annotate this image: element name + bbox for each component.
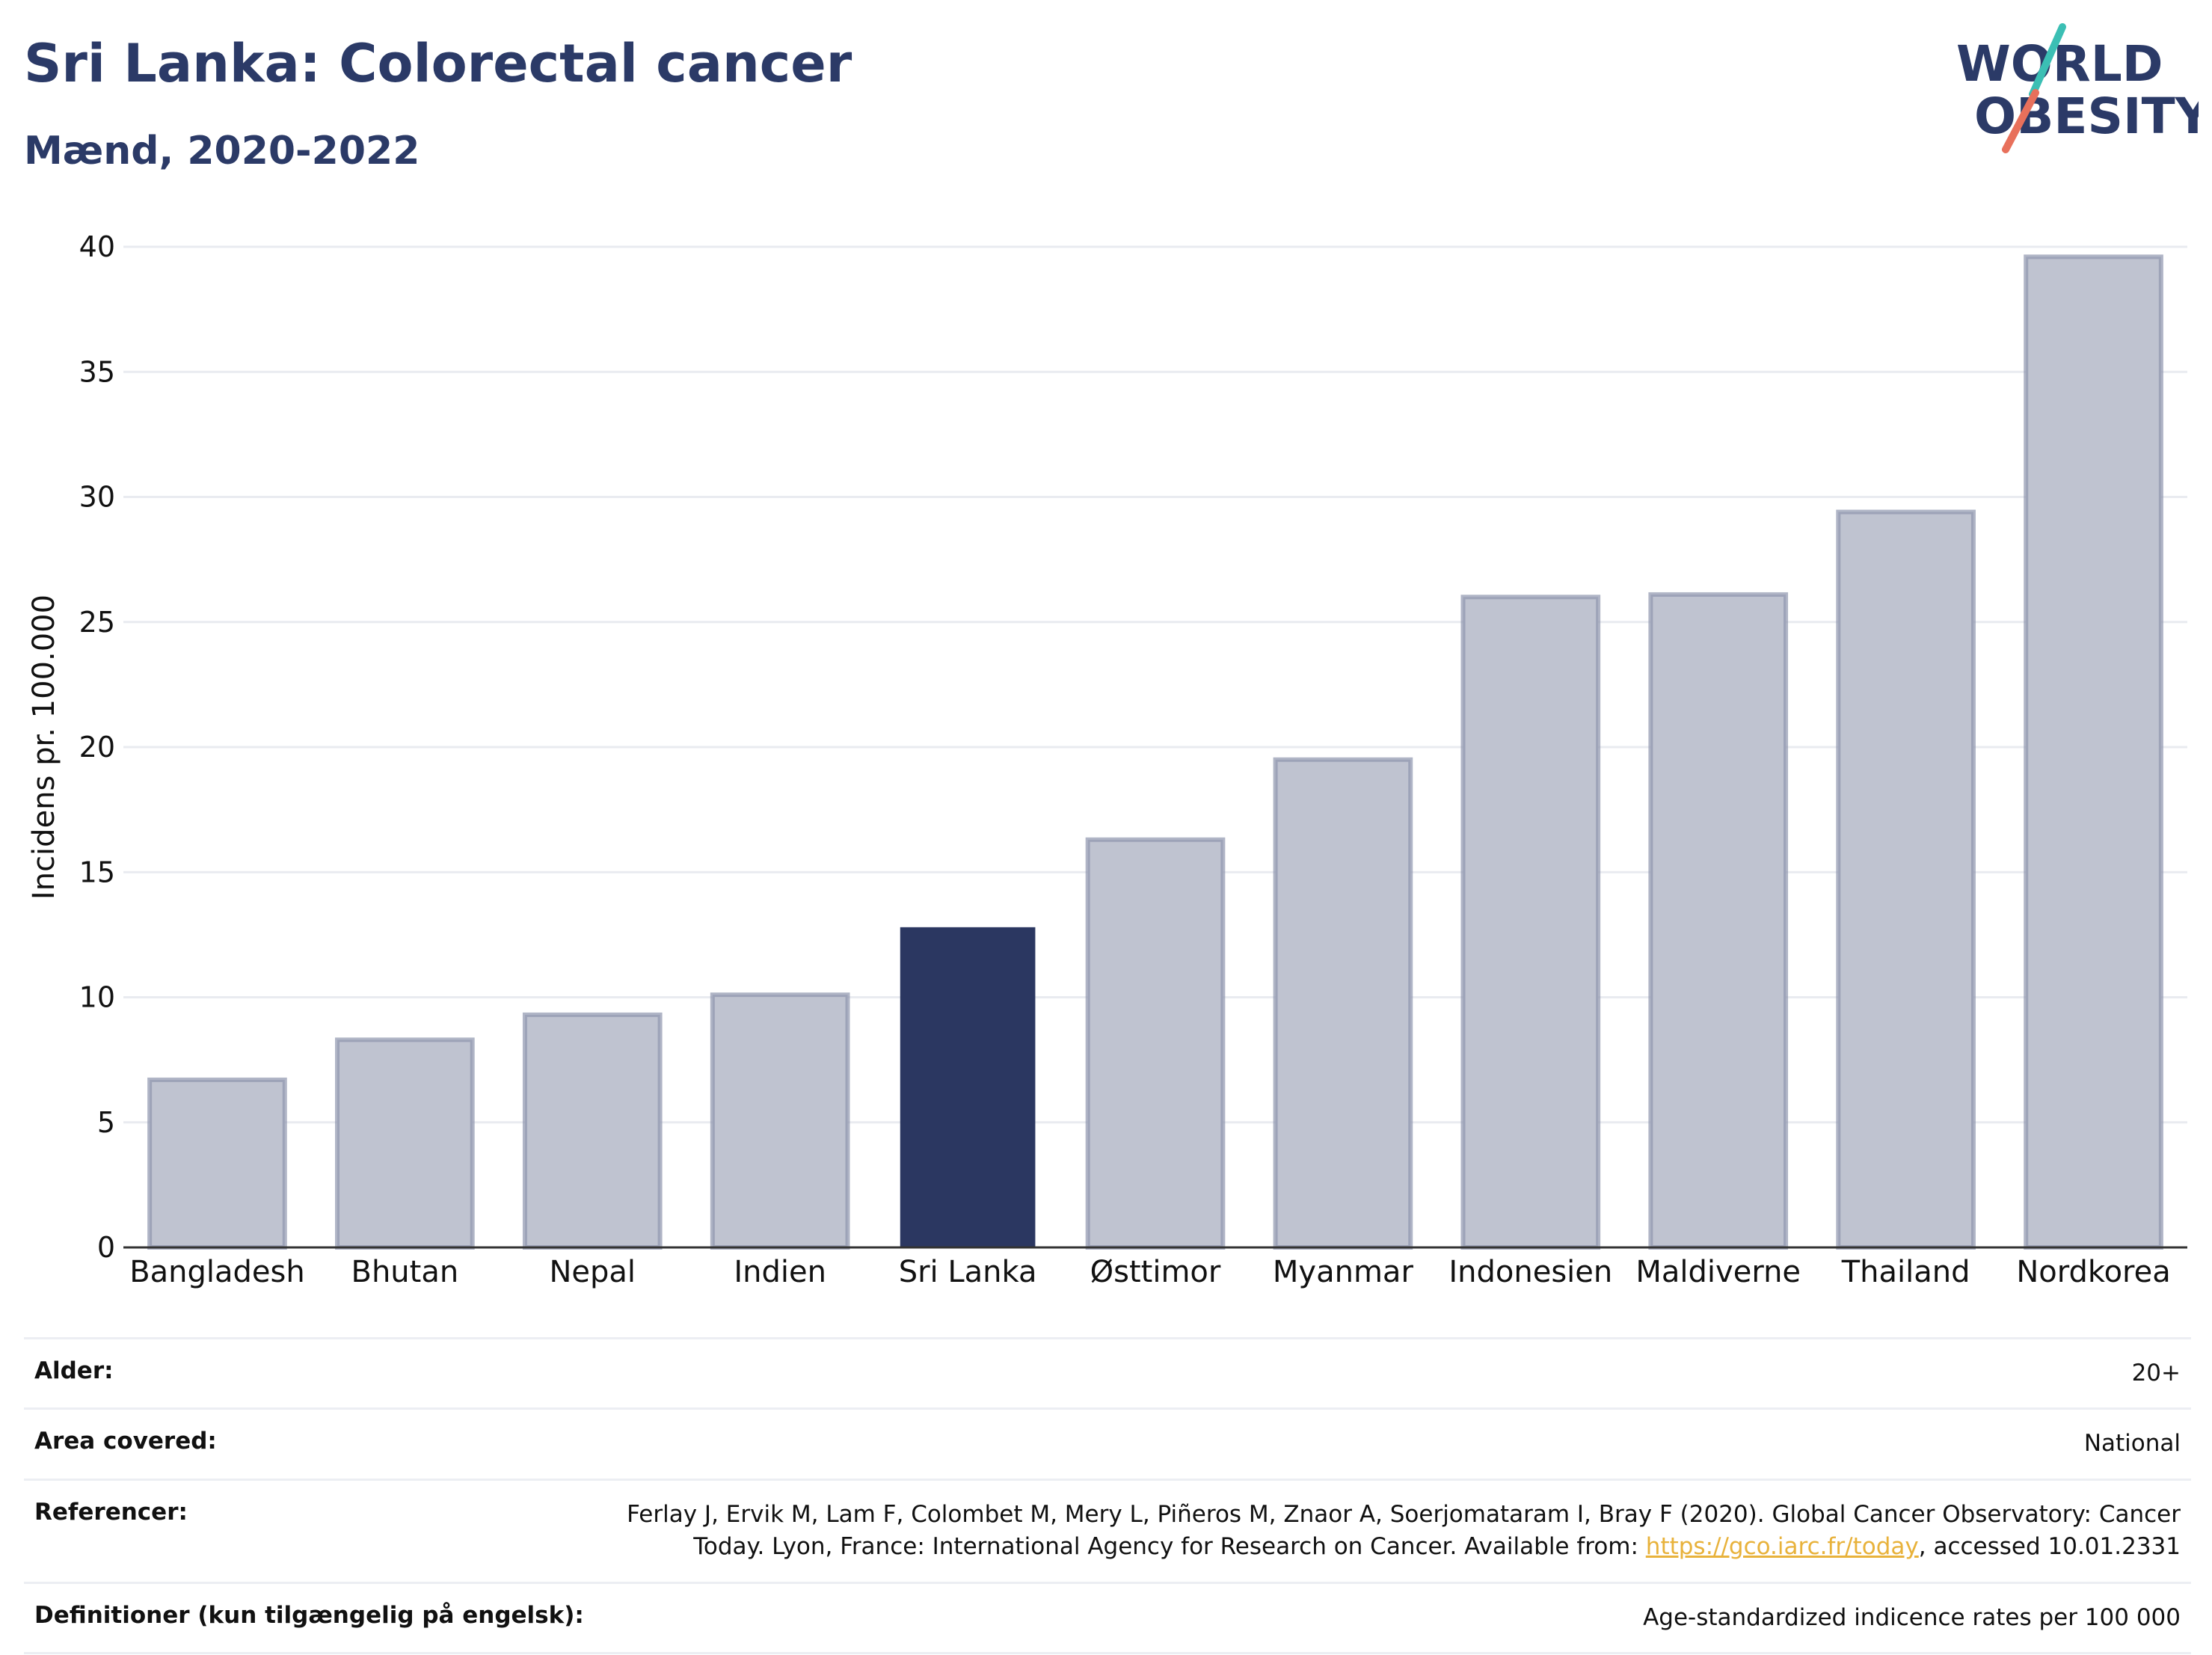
x-tick-label: Bhutan [351,1255,459,1289]
info-value-area: National [2083,1430,2181,1458]
y-tick-label: 20 [79,731,115,764]
y-tick-label: 15 [79,856,115,888]
bar-nordkorea [2024,254,2163,1250]
y-tick-label: 10 [79,981,115,1014]
bars [147,254,2163,1250]
info-row-definitions: Definitioner (kun tilgængelig på engelsk… [24,1581,2191,1654]
bar-bangladesh [147,1077,287,1250]
reference-line-2-post: , accessed 10.01.2331 [1918,1533,2181,1561]
x-tick-label: Nordkorea [2016,1255,2170,1289]
x-tick-label: Bangladesh [129,1255,305,1289]
world-obesity-logo: WORLD OBESITY [1956,23,2199,153]
x-tick-label: Østtimor [1090,1255,1221,1289]
bar-chart: 0 5 10 15 20 25 30 35 40 Bangladesh Bhutan Nepal In… [27,230,2187,1289]
x-tick-label: Nepal [549,1255,636,1289]
reference-line-2-pre: Today. Lyon, France: International Agenc… [693,1533,1646,1561]
logo-accent-coral [2002,89,2039,153]
x-tick-label: Maldiverne [1635,1255,1801,1289]
info-value-references: Ferlay J, Ervik M, Lam F, Colombet M, Me… [627,1499,2181,1564]
info-value-definitions: Age-standardized indicence rates per 100… [1643,1603,2181,1631]
y-tick-label: 40 [79,230,115,263]
bar-maldiverne [1648,592,1789,1250]
info-row-area: Area covered: National [24,1407,2191,1478]
chart-title: Sri Lanka: Colorectal cancer [24,33,852,94]
bar-nepal [522,1012,663,1250]
y-axis-label: Incidens pr. 100.000 [27,595,61,900]
chart-subtitle: Mænd, 2020-2022 [24,129,420,174]
x-tick-label: Myanmar [1273,1255,1414,1289]
bar-bhutan [335,1037,475,1250]
info-label-age: Alder: [34,1357,114,1384]
info-row-references: Referencer: Ferlay J, Ervik M, Lam F, Co… [24,1478,2191,1582]
y-tick-label: 30 [79,481,115,514]
bar-sri-lanka [900,927,1036,1247]
info-row-age: Alder: 20+ [24,1337,2191,1407]
info-label-references: Referencer: [34,1498,188,1526]
y-tick-label: 5 [97,1106,115,1139]
logo-accent-teal [2029,23,2066,98]
bar-myanmar [1273,757,1413,1250]
info-table: Alder: 20+ Area covered: National Refere… [24,1337,2191,1654]
y-tick-label: 35 [79,355,115,388]
reference-link[interactable]: https://gco.iarc.fr/today [1645,1533,1919,1561]
bar-indien [710,992,850,1250]
bar-østtimor [1085,837,1226,1250]
bar-thailand [1836,509,1976,1250]
info-label-area: Area covered: [34,1428,217,1455]
y-tick-label: 25 [79,606,115,639]
x-tick-label: Indien [734,1255,826,1289]
x-tick-label: Sri Lanka [899,1255,1037,1289]
y-tick-label: 0 [97,1231,115,1264]
info-value-age: 20+ [2131,1360,2181,1387]
x-axis-ticks: Bangladesh Bhutan Nepal Indien Sri Lanka Østt… [129,1255,2171,1289]
logo-word-world: WORLD [1956,35,2163,93]
bar-indonesien [1460,595,1601,1250]
x-tick-label: Thailand [1841,1255,1970,1289]
y-axis-ticks: 0 5 10 15 20 25 30 35 40 [79,230,115,1264]
info-label-definitions: Definitioner (kun tilgængelig på engelsk… [34,1601,584,1629]
x-tick-label: Indonesien [1448,1255,1612,1289]
reference-line-1: Ferlay J, Ervik M, Lam F, Colombet M, Me… [627,1500,2181,1528]
